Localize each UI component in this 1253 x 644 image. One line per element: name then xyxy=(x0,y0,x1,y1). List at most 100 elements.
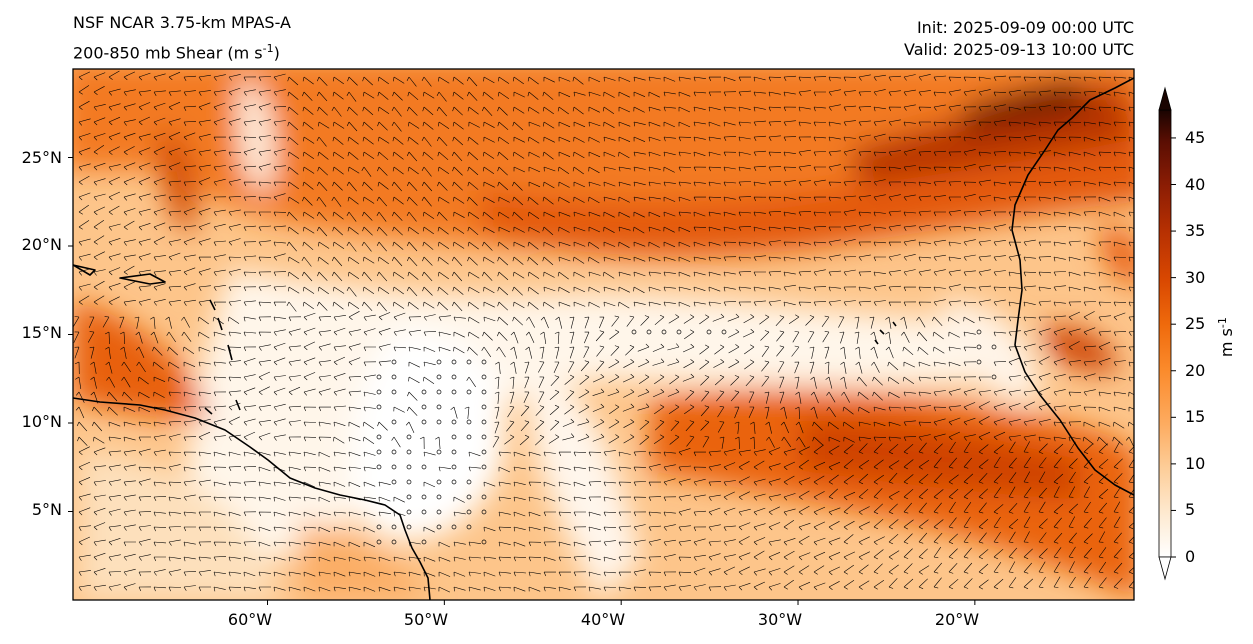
wind-barb xyxy=(318,121,330,129)
south-america-coast xyxy=(73,397,431,600)
wind-barb xyxy=(1098,330,1112,336)
wind-barb xyxy=(753,460,765,470)
wind-barb xyxy=(78,253,91,261)
wind-barb xyxy=(783,271,796,277)
wind-barb xyxy=(858,300,872,307)
wind-barb xyxy=(317,181,328,192)
wind-barb xyxy=(993,418,1006,426)
wind-barb xyxy=(453,541,466,547)
wind-barb xyxy=(273,481,286,487)
wind-barb xyxy=(569,331,575,344)
wind-barb xyxy=(1008,403,1021,411)
wind-barb xyxy=(183,181,197,187)
wind-barb xyxy=(873,488,883,499)
wind-barb xyxy=(183,526,196,532)
wind-barb xyxy=(1083,196,1097,202)
wind-barb xyxy=(843,149,856,156)
wind-barb xyxy=(723,480,736,486)
wind-barb xyxy=(543,451,556,457)
wind-barb xyxy=(714,374,725,386)
wind-barb xyxy=(1128,330,1134,336)
wind-barb xyxy=(258,586,271,592)
wind-barb xyxy=(668,314,680,324)
wind-barb xyxy=(723,106,736,112)
wind-barb xyxy=(813,269,826,276)
calm-marker xyxy=(661,329,667,335)
wind-barb xyxy=(513,106,525,114)
wind-barb xyxy=(1098,473,1108,484)
wind-barb xyxy=(633,466,647,472)
wind-barb xyxy=(362,301,373,312)
lat-label-10n: 10°N xyxy=(21,412,62,431)
wind-barb xyxy=(136,361,146,373)
wind-barb xyxy=(135,346,145,359)
wind-barb xyxy=(683,314,695,324)
wind-barb xyxy=(888,564,899,575)
wind-barb xyxy=(768,583,781,591)
wind-barb xyxy=(393,329,406,336)
wind-barb xyxy=(948,316,960,324)
calm-marker xyxy=(451,479,457,485)
wind-barb xyxy=(183,105,197,112)
wind-barb xyxy=(123,300,136,306)
calm-marker xyxy=(436,479,442,485)
wind-barb xyxy=(1098,136,1111,142)
wind-barb xyxy=(498,586,512,592)
wind-barb xyxy=(1008,166,1022,172)
wind-barb xyxy=(347,106,358,116)
wind-barb xyxy=(302,181,314,190)
wind-barb xyxy=(1053,196,1066,202)
calm-marker xyxy=(421,419,427,425)
wind-barb xyxy=(452,121,464,130)
wind-barb xyxy=(198,346,211,352)
wind-barb xyxy=(362,421,375,430)
wind-barb xyxy=(738,552,751,561)
wind-barb xyxy=(708,271,721,277)
wind-barb xyxy=(213,481,226,487)
wind-barb xyxy=(1023,434,1036,441)
wind-barb xyxy=(828,121,841,127)
wind-barb xyxy=(482,211,494,220)
wind-barb xyxy=(273,571,286,577)
wind-barb xyxy=(1083,226,1096,232)
wind-barb xyxy=(780,406,787,419)
wind-barb xyxy=(768,240,781,246)
wind-barb xyxy=(678,136,692,142)
wind-barb xyxy=(753,106,766,112)
wind-barb xyxy=(258,89,271,96)
wind-barb xyxy=(588,76,601,83)
wind-barb xyxy=(243,286,257,292)
wind-barb xyxy=(663,211,676,217)
wind-barb xyxy=(363,361,377,367)
wind-barb xyxy=(138,223,151,231)
wind-barb xyxy=(168,391,182,397)
wind-barb xyxy=(588,540,602,547)
wind-barb xyxy=(512,121,524,131)
calm-marker xyxy=(451,419,457,425)
wind-barb xyxy=(438,315,451,321)
wind-barb xyxy=(106,391,118,402)
wind-barb xyxy=(377,76,389,85)
wind-barb xyxy=(1098,577,1107,589)
wind-barb xyxy=(348,481,361,487)
wind-barb xyxy=(423,556,436,562)
wind-barb xyxy=(1083,256,1096,262)
wind-barb xyxy=(813,241,827,247)
wind-barb xyxy=(123,162,136,171)
wind-barb xyxy=(828,436,841,442)
wind-barb xyxy=(618,301,630,309)
wind-barb xyxy=(573,226,586,232)
wind-barb xyxy=(497,316,509,326)
wind-barb xyxy=(1113,211,1126,217)
wind-barb xyxy=(107,406,118,416)
wind-barb xyxy=(1023,419,1036,426)
wind-barb xyxy=(1068,561,1075,573)
wind-barb xyxy=(888,194,901,201)
wind-barb xyxy=(712,313,725,322)
wind-barb xyxy=(603,286,616,292)
wind-barb xyxy=(648,481,662,487)
wind-barb xyxy=(391,181,403,192)
wind-barb xyxy=(243,418,256,426)
wind-barb xyxy=(648,525,662,531)
wind-barb xyxy=(1113,391,1126,397)
